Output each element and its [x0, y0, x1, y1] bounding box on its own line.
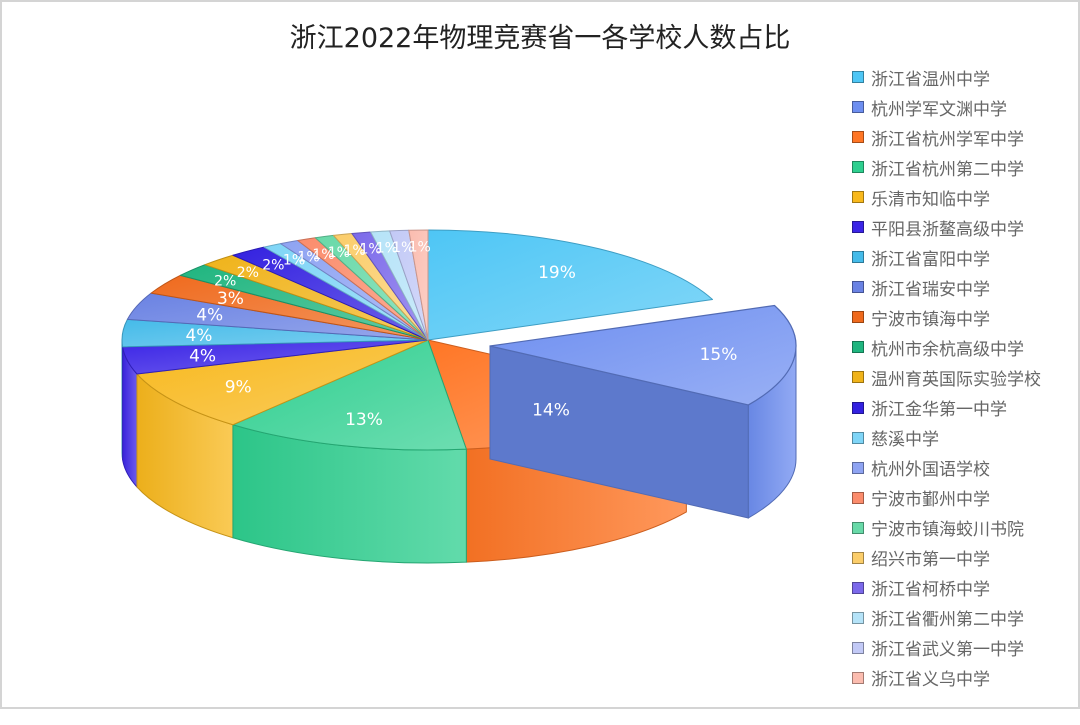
legend-label: 杭州学军文渊中学: [871, 99, 1007, 120]
legend-swatch: [852, 281, 864, 294]
legend-swatch: [852, 71, 864, 84]
legend-item[interactable]: 浙江省义乌中学: [852, 663, 1041, 693]
legend-label: 浙江省义乌中学: [871, 670, 990, 691]
pie-slice-0: [427, 229, 714, 341]
legend-swatch: [852, 461, 864, 474]
legend-swatch: [852, 671, 864, 684]
legend-label: 浙江省杭州第二中学: [871, 159, 1024, 180]
data-label-9: 2%: [214, 274, 236, 290]
legend-swatch: [852, 131, 864, 144]
legend-item[interactable]: 平阳县浙鳌高级中学: [852, 212, 1041, 242]
legend-swatch: [852, 371, 864, 384]
legend-label: 温州育英国际实验学校: [871, 369, 1041, 390]
legend-swatch: [852, 521, 864, 534]
legend-swatch: [852, 431, 864, 444]
data-label-15: 1%: [328, 245, 350, 261]
data-label-18: 1%: [376, 241, 398, 257]
legend-item[interactable]: 杭州外国语学校: [852, 453, 1041, 483]
legend-swatch: [852, 581, 864, 594]
legend-item[interactable]: 杭州市余杭高级中学: [852, 332, 1041, 362]
data-label-5: 4%: [189, 346, 216, 366]
legend-item[interactable]: 宁波市镇海中学: [852, 302, 1041, 332]
pie-slice-1: [489, 304, 797, 406]
data-label-7: 4%: [196, 306, 223, 326]
legend-label: 慈溪中学: [871, 430, 939, 451]
data-label-6: 4%: [185, 326, 212, 346]
legend-label: 乐清市知临中学: [871, 189, 990, 210]
legend-label: 浙江省武义第一中学: [871, 640, 1024, 661]
data-label-0: 19%: [538, 263, 576, 283]
legend-label: 平阳县浙鳌高级中学: [871, 219, 1024, 240]
legend-label: 浙江省柯桥中学: [871, 580, 990, 601]
legend-item[interactable]: 绍兴市第一中学: [852, 543, 1041, 573]
legend-item[interactable]: 浙江金华第一中学: [852, 393, 1041, 423]
legend-label: 浙江省富阳中学: [871, 249, 990, 270]
chart-legend: 浙江省温州中学 杭州学军文渊中学 浙江省杭州学军中学 浙江省杭州第二中学 乐清市知临中学…: [852, 62, 1041, 693]
legend-item[interactable]: 浙江省瑞安中学: [852, 272, 1041, 302]
legend-item[interactable]: 浙江省杭州第二中学: [852, 152, 1041, 182]
data-label-2: 14%: [532, 401, 570, 421]
legend-label: 浙江省衢州第二中学: [871, 610, 1024, 631]
legend-swatch: [852, 161, 864, 174]
legend-item[interactable]: 慈溪中学: [852, 423, 1041, 453]
data-label-14: 1%: [312, 247, 334, 263]
legend-label: 浙江省杭州学军中学: [871, 129, 1024, 150]
data-label-11: 2%: [262, 257, 284, 273]
legend-item[interactable]: 浙江省柯桥中学: [852, 573, 1041, 603]
legend-label: 宁波市鄞州中学: [871, 490, 990, 511]
legend-item[interactable]: 乐清市知临中学: [852, 182, 1041, 212]
legend-label: 浙江省瑞安中学: [871, 279, 990, 300]
legend-label: 杭州市余杭高级中学: [871, 339, 1024, 360]
legend-swatch: [852, 641, 864, 654]
legend-label: 宁波市镇海蛟川书院: [871, 520, 1024, 541]
legend-swatch: [852, 341, 864, 354]
legend-label: 宁波市镇海中学: [871, 309, 990, 330]
legend-label: 绍兴市第一中学: [871, 550, 990, 571]
legend-item[interactable]: 温州育英国际实验学校: [852, 362, 1041, 392]
data-label-17: 1%: [359, 242, 381, 258]
data-label-20: 1%: [409, 239, 431, 255]
legend-item[interactable]: 浙江省杭州学军中学: [852, 122, 1041, 152]
pie-slice-3: [232, 339, 467, 451]
legend-label: 浙江省温州中学: [871, 69, 990, 90]
legend-swatch: [852, 191, 864, 204]
data-label-8: 3%: [217, 289, 244, 309]
legend-label: 杭州外国语学校: [871, 460, 990, 481]
data-label-1: 15%: [700, 345, 738, 365]
data-label-13: 1%: [297, 250, 319, 266]
data-label-4: 9%: [225, 377, 252, 397]
data-label-10: 2%: [237, 265, 259, 281]
legend-label: 浙江金华第一中学: [871, 400, 1007, 421]
legend-swatch: [852, 251, 864, 264]
legend-swatch: [852, 101, 864, 114]
legend-item[interactable]: 浙江省衢州第二中学: [852, 603, 1041, 633]
legend-item[interactable]: 宁波市镇海蛟川书院: [852, 513, 1041, 543]
legend-item[interactable]: 浙江省武义第一中学: [852, 633, 1041, 663]
data-label-19: 1%: [392, 240, 414, 256]
data-label-16: 1%: [343, 243, 365, 259]
legend-item[interactable]: 浙江省富阳中学: [852, 242, 1041, 272]
legend-swatch: [852, 311, 864, 324]
legend-item[interactable]: 杭州学军文渊中学: [852, 92, 1041, 122]
chart-title: 浙江2022年物理竞赛省一各学校人数占比: [289, 23, 791, 54]
legend-swatch: [852, 401, 864, 414]
legend-swatch: [852, 491, 864, 504]
legend-item[interactable]: 宁波市鄞州中学: [852, 483, 1041, 513]
legend-item[interactable]: 浙江省温州中学: [852, 62, 1041, 92]
data-label-12: 1%: [283, 253, 305, 269]
data-label-3: 13%: [345, 410, 383, 430]
pie-slice-20: [408, 229, 429, 341]
legend-swatch: [852, 551, 864, 564]
legend-swatch: [852, 611, 864, 624]
legend-swatch: [852, 221, 864, 234]
pie-slice-4: [136, 339, 429, 426]
